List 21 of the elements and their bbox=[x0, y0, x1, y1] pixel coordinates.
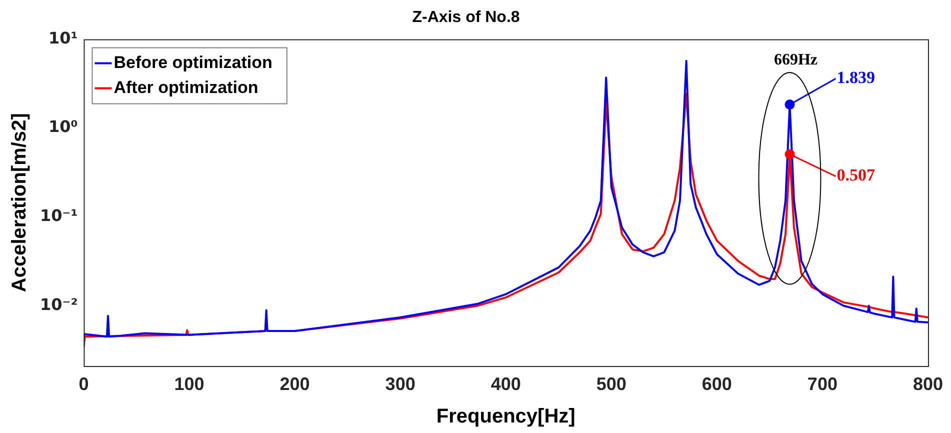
x-tick-label: 600 bbox=[702, 374, 732, 394]
annotation: 1.839 bbox=[836, 68, 875, 87]
legend-label: Before optimization bbox=[114, 52, 272, 72]
x-tick-label: 800 bbox=[912, 374, 944, 394]
chart-title: Z-Axis of No.8 bbox=[412, 9, 520, 26]
x-tick-label: 500 bbox=[596, 374, 626, 394]
x-tick-label: 300 bbox=[385, 374, 416, 394]
x-tick-label: 0 bbox=[78, 374, 89, 394]
y-tick-label: 10⁻¹ bbox=[40, 206, 78, 226]
x-tick-label: 700 bbox=[807, 374, 838, 394]
y-axis-title: Acceleration[m/s2] bbox=[8, 113, 31, 292]
x-tick-label: 200 bbox=[280, 374, 310, 394]
y-tick-label: 10⁰ bbox=[48, 117, 78, 136]
legend-label: After optimization bbox=[114, 78, 258, 97]
x-tick-label: 100 bbox=[174, 374, 204, 394]
y-tick-label: 10⁻² bbox=[40, 294, 78, 314]
x-tick-label: 400 bbox=[490, 374, 521, 394]
annotation: 0.507 bbox=[836, 166, 876, 185]
y-tick-label: 10¹ bbox=[48, 28, 78, 48]
annotation: 669Hz bbox=[774, 52, 818, 69]
x-axis-title: Frequency[Hz] bbox=[436, 406, 576, 428]
